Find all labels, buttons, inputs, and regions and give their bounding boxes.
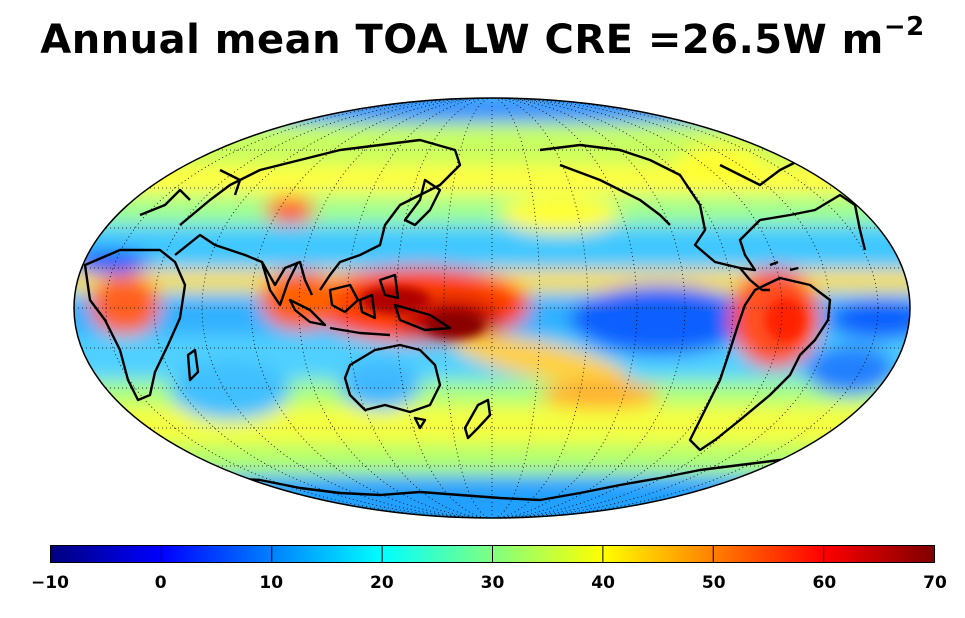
colorbar-tick-label: 50 [701,573,726,593]
title-superscript: −2 [883,12,925,42]
colorbar [50,545,935,563]
map-outline [73,97,911,519]
colorbar-tick-label: 40 [591,573,615,593]
cre-field [74,98,910,518]
colorbar-tick-label: 20 [370,573,394,593]
colorbar-tick-label: 60 [812,573,837,593]
colorbar-tick-label: 10 [259,573,284,593]
colorbar-tick-label: 30 [480,573,505,593]
colorbar-tick-label: −10 [31,573,69,593]
map-title: Annual mean TOA LW CRE =26.5W m−2 [0,12,965,63]
colorbar-tick-label: 0 [154,573,167,593]
title-text: Annual mean TOA LW CRE =26.5W m [40,17,884,63]
coastlines [83,138,892,502]
colorbar-ticks: −10 0 10 20 30 40 50 60 70 [0,570,965,600]
colorbar-gradient [51,546,934,562]
colorbar-tick-label: 70 [923,573,947,593]
